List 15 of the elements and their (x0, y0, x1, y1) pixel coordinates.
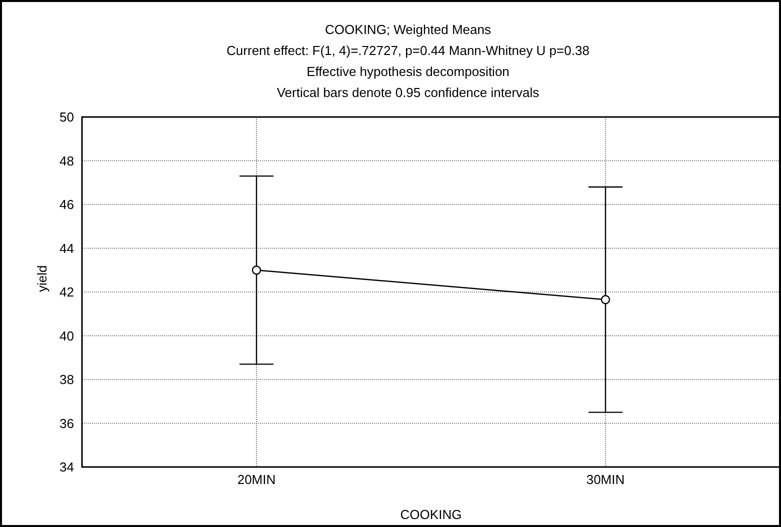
x-tick-label: 20MIN (237, 472, 276, 488)
y-tick-label: 44 (60, 240, 74, 256)
x-axis-title: COOKING (400, 507, 462, 522)
y-tick-label: 38 (60, 372, 74, 388)
y-tick-label: 40 (60, 328, 74, 344)
y-tick-label: 46 (60, 197, 74, 212)
y-tick-label: 48 (60, 153, 74, 168)
y-tick-label: 42 (60, 284, 74, 300)
y-tick-label: 34 (60, 460, 74, 475)
y-tick-label: 36 (60, 416, 74, 431)
y-tick-label: 50 (60, 110, 74, 125)
chart-title: COOKING; Weighted Means (325, 22, 492, 37)
y-axis-title: yield (34, 265, 50, 292)
x-tick-label: 30MIN (586, 472, 625, 488)
chart-subtitle: Current effect: F(1, 4)=.72727, p=0.44 Mann-Whitney U p=0.38 Effective hypothesis decomposition Vertical bars denote 0.95 confidence intervals (226, 43, 590, 100)
